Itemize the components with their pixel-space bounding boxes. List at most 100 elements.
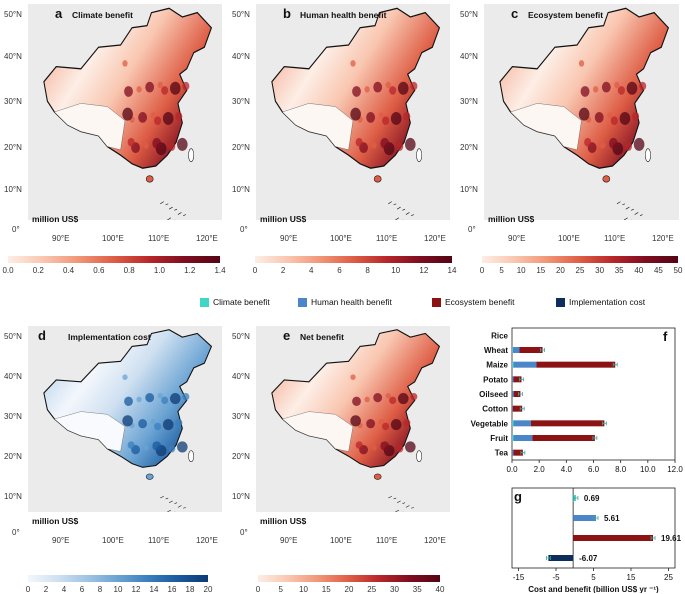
lat-label: 40°N bbox=[460, 52, 478, 61]
province-patch bbox=[398, 82, 409, 95]
province-patch bbox=[614, 82, 619, 88]
lat-label: 20°N bbox=[460, 143, 478, 152]
lon-label: 110°E bbox=[376, 234, 397, 243]
province-patch bbox=[175, 419, 182, 426]
bar-segment bbox=[513, 362, 536, 368]
china-choropleth bbox=[256, 4, 450, 220]
province-patch bbox=[379, 112, 384, 118]
colorbar-tick: 50 bbox=[674, 266, 683, 275]
colorbar-c bbox=[482, 256, 678, 263]
panel-title: Ecosystem benefit bbox=[528, 10, 603, 20]
province-patch bbox=[386, 82, 391, 88]
province-patch bbox=[600, 142, 605, 148]
lat-label: 50°N bbox=[4, 332, 22, 341]
province-patch bbox=[122, 374, 127, 380]
unit-label: million US$ bbox=[32, 516, 78, 526]
province-patch bbox=[579, 108, 590, 121]
lat-label: 0° bbox=[240, 225, 248, 234]
nine-dash-segment bbox=[397, 207, 405, 210]
nine-dash-segment bbox=[406, 505, 414, 508]
province-patch bbox=[373, 393, 382, 402]
province-patch bbox=[170, 393, 181, 404]
lat-label: 40°N bbox=[4, 372, 22, 381]
data-label: 19.61 bbox=[661, 534, 682, 543]
colorbar-tick: 10 bbox=[517, 266, 526, 275]
legend-ecosystem: Ecosystem benefit bbox=[432, 297, 514, 307]
lat-label: 30°N bbox=[460, 97, 478, 106]
province-patch bbox=[618, 86, 625, 95]
province-patch bbox=[372, 445, 377, 451]
province-patch bbox=[410, 393, 417, 400]
data-label: 5.61 bbox=[604, 514, 620, 523]
lat-label: 10°N bbox=[4, 185, 22, 194]
x-tick-label: 10.0 bbox=[640, 465, 656, 474]
province-patch bbox=[356, 138, 363, 147]
province-patch bbox=[124, 397, 133, 406]
legend-climate-label: Climate benefit bbox=[213, 297, 270, 307]
province-patch bbox=[350, 60, 355, 66]
nine-dash-segment bbox=[388, 202, 396, 205]
province-patch bbox=[632, 112, 639, 121]
colorbar-tick: 0 bbox=[480, 266, 484, 275]
legend-health: Human health benefit bbox=[298, 297, 392, 307]
province-patch bbox=[391, 419, 402, 430]
nine-dash-segment bbox=[617, 202, 625, 205]
colorbar-tick: 0 bbox=[253, 266, 257, 275]
bar-segment bbox=[512, 376, 513, 382]
x-tick-label: 12.0 bbox=[667, 465, 683, 474]
province-patch bbox=[138, 112, 147, 123]
province-patch bbox=[158, 393, 163, 399]
province-patch bbox=[639, 82, 646, 91]
nine-dash-segment bbox=[160, 202, 168, 205]
colorbar-tick: 12 bbox=[419, 266, 428, 275]
province-patch bbox=[182, 393, 189, 400]
province-patch bbox=[403, 419, 410, 426]
province-patch bbox=[627, 82, 638, 95]
lon-label: 120°E bbox=[424, 536, 446, 545]
lon-label: 120°E bbox=[196, 234, 218, 243]
hainan-island bbox=[603, 176, 610, 182]
colorbar-d bbox=[28, 575, 208, 582]
province-patch bbox=[145, 82, 154, 93]
province-patch bbox=[154, 423, 161, 430]
province-patch bbox=[620, 112, 631, 125]
lat-label: 30°N bbox=[4, 412, 22, 421]
category-label: Vegetable bbox=[471, 419, 509, 428]
province-patch bbox=[366, 112, 375, 123]
taiwan-island bbox=[645, 149, 650, 162]
legend-climate: Climate benefit bbox=[200, 297, 270, 307]
panel-title: Climate benefit bbox=[72, 10, 133, 20]
province-patch bbox=[372, 142, 377, 148]
province-patch bbox=[593, 86, 598, 92]
unit-label: million US$ bbox=[260, 214, 306, 224]
province-patch bbox=[410, 82, 417, 91]
bar bbox=[573, 515, 596, 521]
x-tick-label: -5 bbox=[552, 573, 560, 582]
province-patch bbox=[350, 108, 361, 121]
bar-segment bbox=[513, 435, 532, 441]
panel-letter: a bbox=[55, 6, 62, 21]
bar-segment bbox=[513, 420, 531, 426]
province-patch bbox=[122, 415, 133, 426]
hainan-island bbox=[146, 176, 153, 182]
province-patch bbox=[364, 397, 369, 403]
legend-health-label: Human health benefit bbox=[311, 297, 392, 307]
colorbar-tick: 20 bbox=[556, 266, 565, 275]
colorbar-e bbox=[258, 575, 440, 582]
province-patch bbox=[175, 112, 182, 121]
province-patch bbox=[391, 112, 402, 125]
province-patch bbox=[152, 441, 161, 450]
lat-label: 30°N bbox=[232, 412, 250, 421]
category-label: Wheat bbox=[484, 346, 508, 355]
province-patch bbox=[396, 445, 403, 452]
province-patch bbox=[145, 393, 154, 402]
legend-ecosystem-swatch bbox=[432, 298, 441, 307]
x-tick-label: -15 bbox=[513, 573, 525, 582]
legend-ecosystem-label: Ecosystem benefit bbox=[445, 297, 514, 307]
taiwan-island bbox=[416, 149, 421, 162]
china-choropleth bbox=[28, 326, 222, 512]
legend-cost-swatch bbox=[556, 298, 565, 307]
